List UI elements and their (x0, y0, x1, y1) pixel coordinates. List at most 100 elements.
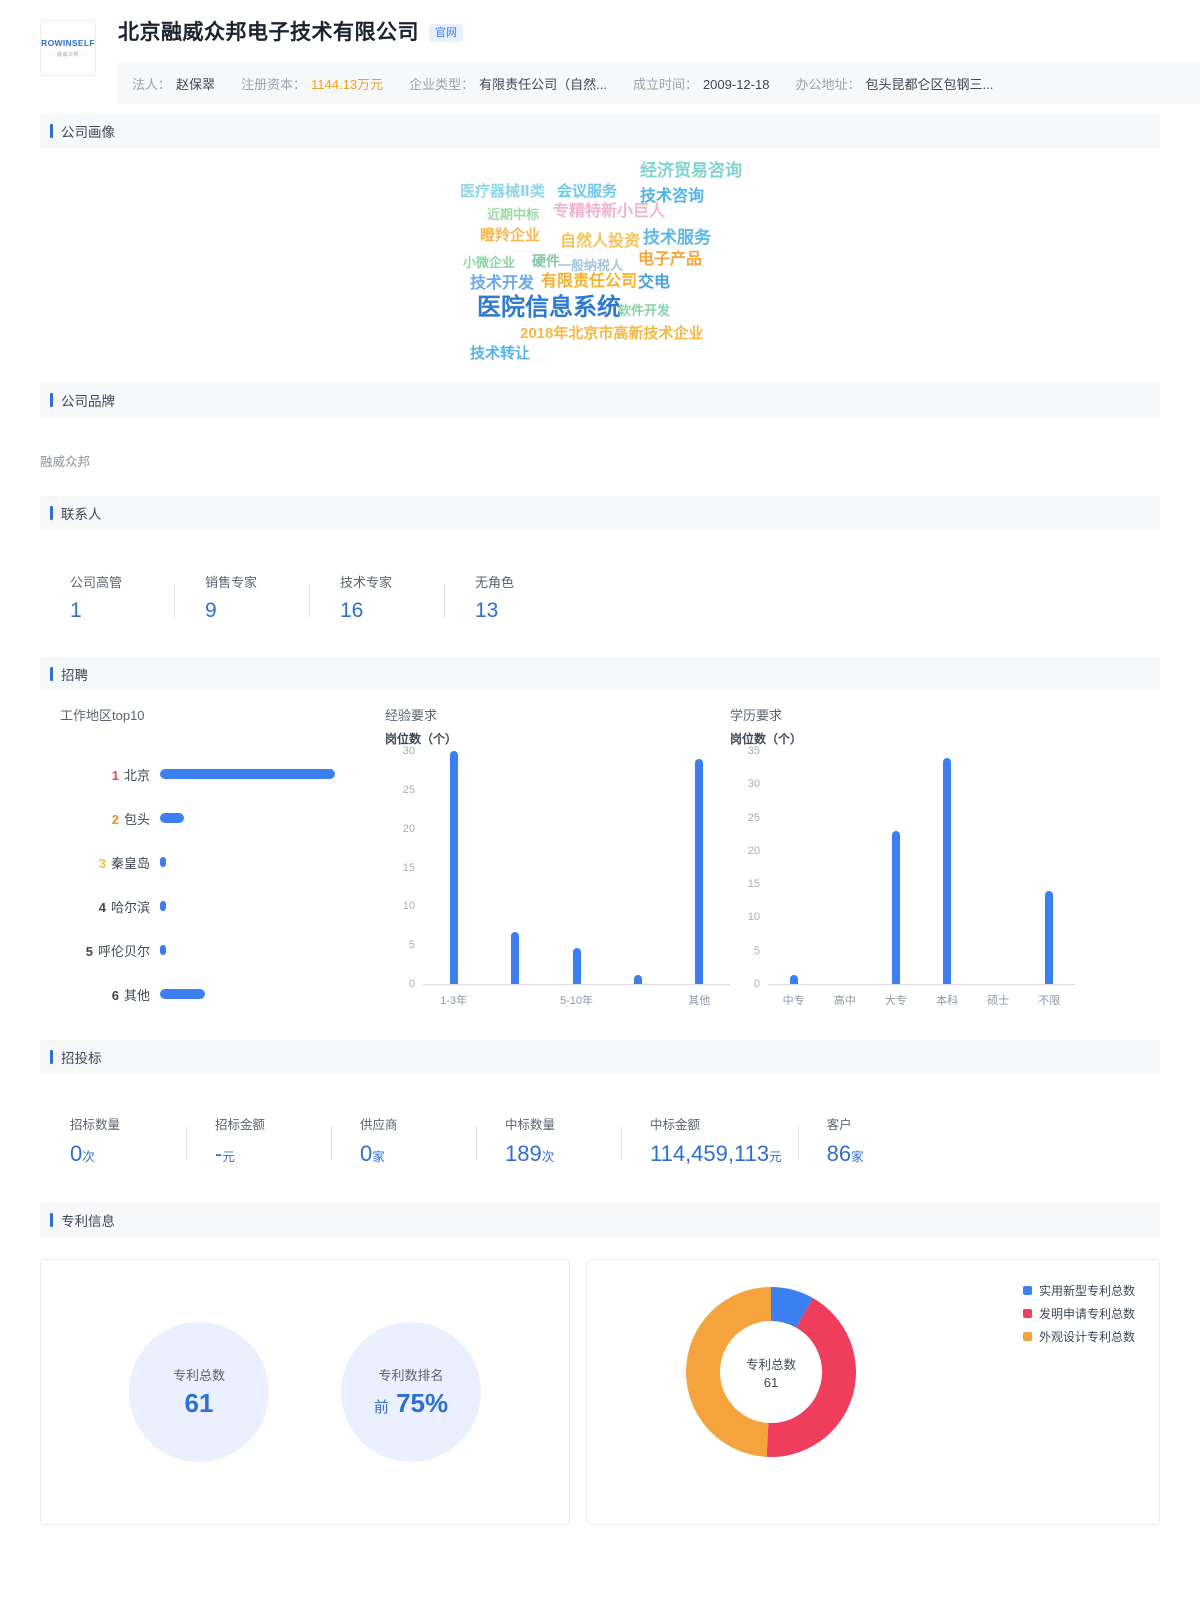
section-accent-bar (50, 124, 53, 138)
legend-item[interactable]: 发明申请专利总数 (1022, 1305, 1135, 1322)
wordcloud-term[interactable]: 技术转让 (470, 345, 531, 362)
bidding-stat[interactable]: 中标金额 114,459,113元 (650, 1114, 782, 1167)
rank-label: 5 呼伦贝尔 (60, 941, 150, 960)
x-axis-tick: 中专 (782, 995, 805, 1007)
patent-donut-card: 专利总数 61 实用新型专利总数 发明申请专利总数外观设计专利总数 (586, 1259, 1160, 1525)
wordcloud-term[interactable]: 经济贸易咨询 (640, 161, 742, 180)
bidding-stat-unit: 次 (541, 1150, 555, 1164)
chart-axis-unit: 岗位数（个） (385, 732, 458, 746)
x-axis-tick: 5-10年 (559, 995, 594, 1007)
official-site-badge[interactable]: 官网 (429, 23, 463, 43)
y-axis-tick: 30 (747, 778, 760, 791)
company-logo: ROWINSELF 融威众邦 (40, 20, 96, 76)
wordcloud-term[interactable]: 医院信息系统 (477, 294, 621, 321)
contact-stat-label: 销售专家 (205, 575, 258, 590)
wordcloud-term[interactable]: 2018年北京市高新技术企业 (520, 325, 704, 342)
patent-donut-chart[interactable]: 专利总数 61 (681, 1282, 861, 1462)
bar[interactable] (695, 758, 704, 984)
rank-bar (160, 769, 335, 779)
contact-stat[interactable]: 公司高管 1 (70, 572, 162, 623)
bidding-stat[interactable]: 客户 86家 (827, 1114, 927, 1167)
bar[interactable] (789, 974, 798, 984)
bar[interactable] (891, 830, 900, 984)
legend-color-swatch (1022, 1332, 1032, 1341)
wordcloud-term[interactable]: 交电 (638, 274, 671, 291)
bar[interactable] (511, 931, 520, 984)
legend-item[interactable]: 外观设计专利总数 (1022, 1328, 1135, 1345)
rank-row[interactable]: 1 北京 (60, 752, 385, 796)
wordcloud-term[interactable]: 电子产品 (638, 251, 703, 268)
bidding-stat-value: 0 (70, 1141, 83, 1166)
chart-title: 经验要求 (385, 708, 438, 723)
bidding-stat-label: 中标金额 (650, 1118, 701, 1132)
wordcloud-term[interactable]: 会议服务 (557, 183, 618, 200)
divider (621, 1126, 622, 1160)
patent-total-circle[interactable]: 专利总数 61 (129, 1322, 269, 1462)
bidding-stat-value-wrap: 86家 (827, 1141, 927, 1167)
rank-row[interactable]: 3 秦皇岛 (60, 840, 385, 884)
bidding-stat[interactable]: 招标金额 -元 (215, 1114, 315, 1167)
section-accent-bar (50, 393, 53, 407)
rank-label: 4 哈尔滨 (60, 897, 150, 916)
bar[interactable] (449, 751, 458, 984)
section-accent-bar (50, 1213, 53, 1227)
contact-stat-value: 1 (70, 599, 82, 622)
wordcloud-term[interactable]: 有限责任公司 (541, 273, 638, 290)
bidding-stat-value-wrap: 114,459,113元 (650, 1141, 782, 1167)
wordcloud-term[interactable]: 一般纳税人 (558, 258, 624, 273)
bidding-stat[interactable]: 中标数量 189次 (505, 1114, 605, 1167)
meta-item: 企业类型： 有限责任公司（自然... (409, 74, 607, 93)
legend-item[interactable]: 实用新型专利总数 (1022, 1282, 1135, 1299)
bidding-stat[interactable]: 招标数量 0次 (70, 1114, 170, 1167)
education-plot: 0 5 10 15 20 25 30 35 中专 高中 大专 本科 硕士 不限 (730, 745, 1075, 1011)
legend-label: 外观设计专利总数 (1038, 1330, 1135, 1344)
rank-row[interactable]: 5 呼伦贝尔 (60, 928, 385, 972)
meta-item: 法人： 赵保翠 (132, 74, 215, 93)
rank-row[interactable]: 6 其他 (60, 972, 385, 1016)
bidding-stat-unit: 家 (372, 1150, 385, 1164)
patent-cards: 专利总数 61 专利数排名 前 75% 专利总数 61 (40, 1237, 1160, 1555)
y-axis-tick: 0 (753, 978, 760, 990)
bar[interactable] (633, 974, 642, 984)
wordcloud-term[interactable]: 小微企业 (463, 255, 516, 270)
header-content: 北京融威众邦电子技术有限公司 官网 法人： 赵保翠 注册资本： 1144.13万… (96, 14, 1200, 104)
rank-number: 3 (98, 855, 106, 871)
rank-row[interactable]: 4 哈尔滨 (60, 884, 385, 928)
bidding-stat[interactable]: 供应商 0家 (360, 1114, 460, 1167)
plot-area: 0 5 10 15 20 25 30 35 中专 高中 大专 本科 硕士 不限 (748, 745, 1075, 1007)
section-header-profile: 公司画像 (40, 114, 1160, 148)
experience-chart: 经验要求 岗位数（个） 0 5 10 15 20 25 30 1-3年 5-10年 其他 (385, 705, 730, 1016)
bar[interactable] (1045, 890, 1054, 984)
rank-bar (160, 813, 184, 823)
wordcloud-term[interactable]: 瞪羚企业 (480, 227, 541, 244)
patent-rank-circle[interactable]: 专利数排名 前 75% (341, 1322, 481, 1462)
wordcloud-term[interactable]: 技术开发 (470, 275, 535, 292)
y-axis-tick: 25 (402, 783, 415, 796)
section-accent-bar (50, 667, 53, 681)
donut-slice[interactable] (766, 1298, 856, 1457)
patent-total-label: 专利总数 (172, 1368, 225, 1383)
wordcloud-term[interactable]: 近期中标 (487, 207, 540, 222)
rank-row[interactable]: 2 包头 (60, 796, 385, 840)
donut-slice[interactable] (686, 1287, 772, 1457)
contact-stat[interactable]: 无角色 13 (475, 572, 567, 623)
wordcloud-term[interactable]: 技术服务 (643, 228, 711, 247)
wordcloud-term[interactable]: 技术咨询 (640, 188, 705, 205)
contact-stat[interactable]: 技术专家 16 (340, 572, 432, 623)
wordcloud-term[interactable]: 医疗器械Ⅱ类 (460, 183, 545, 200)
recruiting-charts: 工作地区top10 1 北京 2 包头 3 秦皇岛 4 哈尔滨 5 呼伦贝尔 6 其他 经验要求 岗位… (40, 691, 1160, 1040)
wordcloud-term[interactable]: 自然人投资 (560, 233, 641, 250)
wordcloud-term[interactable]: 专精特新小巨人 (553, 203, 666, 220)
bar[interactable] (572, 947, 581, 984)
donut-slice[interactable] (770, 1287, 813, 1328)
contact-stat[interactable]: 销售专家 9 (205, 572, 297, 623)
bidding-stat-unit: 元 (222, 1150, 235, 1164)
wordcloud-term[interactable]: 硬件 (532, 253, 560, 269)
company-meta-bar: 法人： 赵保翠 注册资本： 1144.13万元 企业类型： 有限责任公司（自然.… (118, 62, 1200, 104)
donut-center-label: 专利总数 61 (681, 1282, 861, 1462)
contact-stat-label: 技术专家 (340, 575, 393, 590)
wordcloud-term[interactable]: 软件开发 (618, 303, 671, 318)
section-header-bidding: 招投标 (40, 1040, 1160, 1074)
bar[interactable] (943, 757, 952, 984)
bidding-stat-label: 招标数量 (70, 1118, 121, 1132)
